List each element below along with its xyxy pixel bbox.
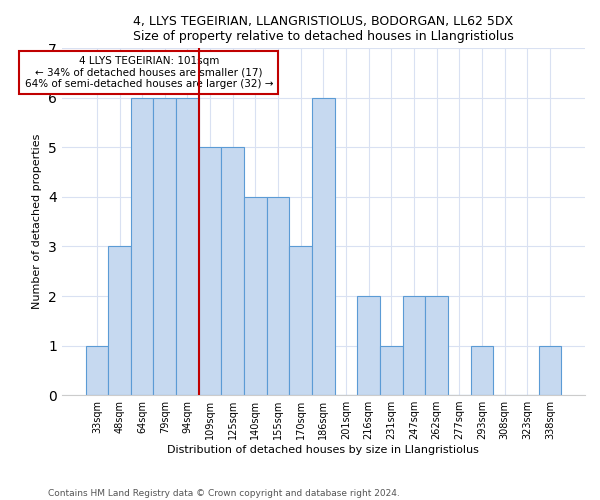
Bar bbox=[380, 346, 403, 395]
Title: 4, LLYS TEGEIRIAN, LLANGRISTIOLUS, BODORGAN, LL62 5DX
Size of property relative : 4, LLYS TEGEIRIAN, LLANGRISTIOLUS, BODOR… bbox=[133, 15, 514, 43]
Bar bbox=[108, 246, 131, 395]
X-axis label: Distribution of detached houses by size in Llangristiolus: Distribution of detached houses by size … bbox=[167, 445, 479, 455]
Bar bbox=[403, 296, 425, 395]
Bar bbox=[470, 346, 493, 395]
Y-axis label: Number of detached properties: Number of detached properties bbox=[32, 134, 43, 310]
Bar bbox=[289, 246, 312, 395]
Bar bbox=[199, 148, 221, 395]
Bar bbox=[176, 98, 199, 395]
Bar bbox=[244, 197, 267, 395]
Bar bbox=[86, 346, 108, 395]
Bar bbox=[539, 346, 561, 395]
Bar bbox=[131, 98, 154, 395]
Bar bbox=[312, 98, 335, 395]
Bar bbox=[154, 98, 176, 395]
Text: 4 LLYS TEGEIRIAN: 101sqm
← 34% of detached houses are smaller (17)
64% of semi-d: 4 LLYS TEGEIRIAN: 101sqm ← 34% of detach… bbox=[25, 56, 273, 89]
Bar bbox=[425, 296, 448, 395]
Bar bbox=[358, 296, 380, 395]
Bar bbox=[221, 148, 244, 395]
Text: Contains HM Land Registry data © Crown copyright and database right 2024.: Contains HM Land Registry data © Crown c… bbox=[48, 488, 400, 498]
Bar bbox=[267, 197, 289, 395]
